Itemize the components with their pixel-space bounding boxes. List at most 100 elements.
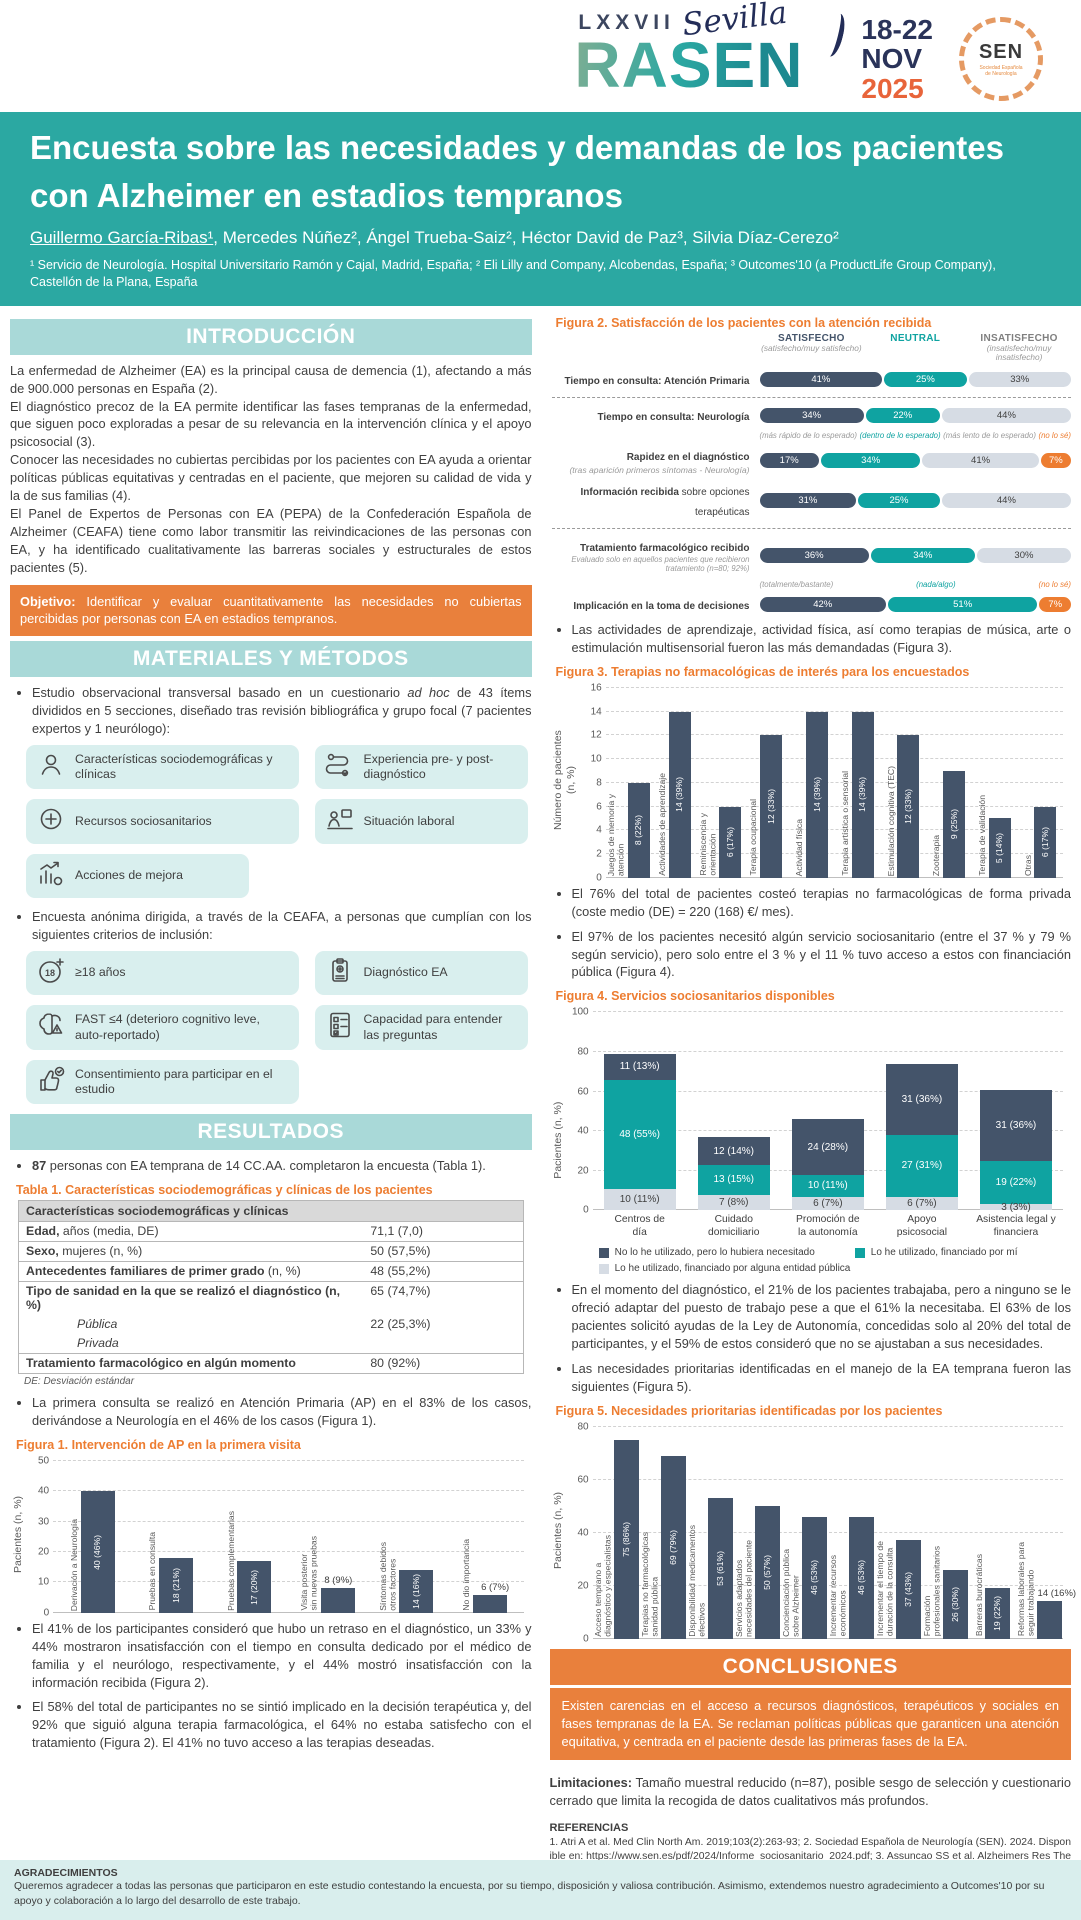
bar: 8 (22%) [627, 782, 650, 878]
gridline [605, 758, 1063, 760]
gridline [592, 1531, 1063, 1533]
left-column: INTRODUCCIÓN La enfermedad de Alzheimer … [10, 314, 532, 1894]
chip-employment: Situación laboral [314, 799, 528, 844]
bar: 12 (33%) [897, 735, 920, 878]
figure2-row: Tiempo en consulta: Neurología 34% 22% 44% [552, 406, 1071, 425]
y-axis-label: Número de pacientes (n, %) [551, 729, 577, 830]
bar-segment: 34% [820, 453, 921, 469]
bar-segment: 10 (11%) [603, 1188, 676, 1211]
table-row-label: Edad, años (media, DE) [18, 1220, 364, 1242]
gridline [592, 1478, 1063, 1480]
legend-item: Lo he utilizado, financiado por alguna e… [598, 1263, 851, 1275]
gridline [53, 1550, 524, 1552]
bar-slot: 8 (9%) Visita posterior sin nuevas prueba… [288, 1461, 366, 1613]
clipboard-medical-icon [325, 956, 355, 990]
category-label: Servicios adaptados necesidades del paci… [733, 1539, 754, 1637]
y-axis-tick: 16 [590, 682, 602, 694]
bar: 5 (14%) [988, 818, 1011, 878]
bar: 14 (16%) [399, 1570, 433, 1613]
category-label: Terapia ocupacional [748, 799, 759, 876]
chip-label: Situación laboral [363, 813, 455, 828]
bar: 18 (21%) [159, 1558, 194, 1613]
bar-segment: 51% [887, 596, 1038, 612]
figure2-headers: SATISFECHO (satisfecho/muy satisfecho) NEU… [760, 333, 1072, 364]
gridline [53, 1581, 524, 1583]
bar-slot: Terapia artística o sensorial 14 (39%) [834, 688, 880, 878]
value-label: 14 (39%) [857, 777, 868, 813]
legend-swatch [598, 1263, 609, 1274]
y-axis-tick: 0 [43, 1607, 50, 1619]
bar: 50 (57%) [754, 1506, 780, 1639]
date-year: 2025 [861, 72, 924, 104]
table-row-value: 80 (92%) [363, 1352, 524, 1374]
y-axis-tick: 0 [583, 1204, 589, 1216]
category-label: Reminiscencia y orientación [697, 813, 718, 876]
category-label: Asistencia legal y financiera [976, 1214, 1056, 1238]
intro-paragraph-4: El Panel de Expertos de Personas con EA … [10, 505, 532, 575]
value-label: 12 (33%) [902, 789, 913, 825]
criterion-consent: Consentimiento para participar en el est… [26, 1059, 299, 1105]
gridline [592, 1090, 1063, 1092]
age-18-plus-icon: 18 [36, 956, 66, 990]
figure2-row: Información recibida sobre opciones tera… [552, 481, 1071, 519]
figure2-row-label: Tiempo en consulta: Neurología [597, 412, 750, 424]
segment-note: (no lo sé) [1038, 579, 1071, 589]
y-axis-tick: 20 [38, 1546, 50, 1558]
bar-slot: Otras 6 (17%) [1017, 688, 1063, 878]
table-row-label: Tipo de sanidad en la que se realizó el … [18, 1280, 364, 1315]
bar: 17 (20%) [237, 1561, 272, 1613]
objective-text: Identificar y evaluar cuantitativamente … [20, 593, 522, 627]
plot-area: 0 20 40 60 80 100 10 (11%) 48 (55%) 11 (13%) 7 (8… [572, 1007, 1063, 1216]
bar-slot: Terapias no farmacológicas sanidad públi… [640, 1427, 687, 1639]
y-axis-label: Pacientes (n, %) [551, 1490, 564, 1569]
sen-brain-circle-icon: SEN Sociedad Española de Neurología [959, 17, 1043, 101]
bar-slot: 14 (16%) Reformas laborales para seguir t… [1016, 1427, 1076, 1639]
figure2-bar: 17% 34% 41% 7% [759, 453, 1071, 469]
limitations-label: Limitaciones: [549, 1774, 633, 1790]
section-introduccion: INTRODUCCIÓN [10, 318, 532, 355]
journey-icon [325, 750, 355, 784]
figura-3-caption: Figura 3. Terapias no farmacológicas de … [555, 664, 970, 679]
category-label: Pruebas complementarias [225, 1510, 236, 1611]
legend-label: Lo he utilizado, financiado por alguna e… [614, 1263, 851, 1275]
figure2-row-label: Tiempo en consulta: Atención Primaria [564, 375, 750, 387]
stacked-bar: 10 (11%) 48 (55%) 11 (13%) [603, 1012, 676, 1211]
value-label: 14 (16%) [410, 1574, 421, 1609]
stacked-bar: 6 (7%) 10 (11%) 24 (28%) [791, 1012, 864, 1211]
category-label: Otras [1022, 854, 1033, 876]
bar-segment: 6 (7%) [885, 1196, 958, 1211]
chip-label: FAST ≤4 (deterioro cognitivo leve, auto-… [75, 1012, 260, 1042]
methods-bullet-1-italic: ad hoc [407, 685, 450, 701]
bar-segment: 31 (36%) [885, 1063, 958, 1136]
category-label: Incrementar el tiempo de duración de la … [874, 1541, 895, 1637]
bar: 69 (79%) [660, 1455, 686, 1639]
segment-note: (dentro de lo esperado) [859, 431, 941, 441]
y-axis-tick: 20 [577, 1165, 589, 1177]
first-author: Guillermo García-Ribas¹ [30, 227, 214, 247]
category-label: Actividad física [794, 818, 805, 876]
y-axis-tick: 100 [571, 1006, 589, 1018]
y-axis-tick: 10 [590, 753, 602, 765]
bar-segment: 17% [759, 453, 819, 469]
results-bullet-n: 87 personas con EA temprana de 14 CC.AA.… [32, 1157, 532, 1175]
section-resultados: RESULTADOS [10, 1114, 532, 1151]
category-label: Apoyo psicosocial [896, 1214, 948, 1238]
bar-segment: 7% [1039, 596, 1071, 612]
results-bullet-58: El 58% del total de participantes no se … [32, 1698, 532, 1752]
results-bullet-fig3: Las actividades de aprendizaje, activida… [572, 621, 1072, 657]
methods-bullet-2: Encuesta anónima dirigida, a través de l… [32, 908, 532, 944]
gridline [592, 1011, 1063, 1013]
bar [1037, 1601, 1063, 1639]
chip-label: ≥18 años [75, 965, 126, 980]
chip-label: Acciones de mejora [75, 868, 183, 883]
figure2-row: Implicación en la toma de decisiones 42% 5… [552, 595, 1071, 614]
objective-label: Objetivo: [20, 593, 76, 609]
other-authors: , Mercedes Núñez², Ángel Trueba-Saiz², H… [213, 227, 839, 247]
bar-segment: 11 (13%) [603, 1053, 676, 1080]
bar-segment: 41% [922, 453, 1039, 469]
y-axis-label: Pacientes (n, %) [12, 1495, 24, 1573]
table-row-value: 65 (74,7%) [363, 1280, 524, 1315]
gridline [605, 853, 1063, 855]
gridline [605, 686, 1063, 688]
